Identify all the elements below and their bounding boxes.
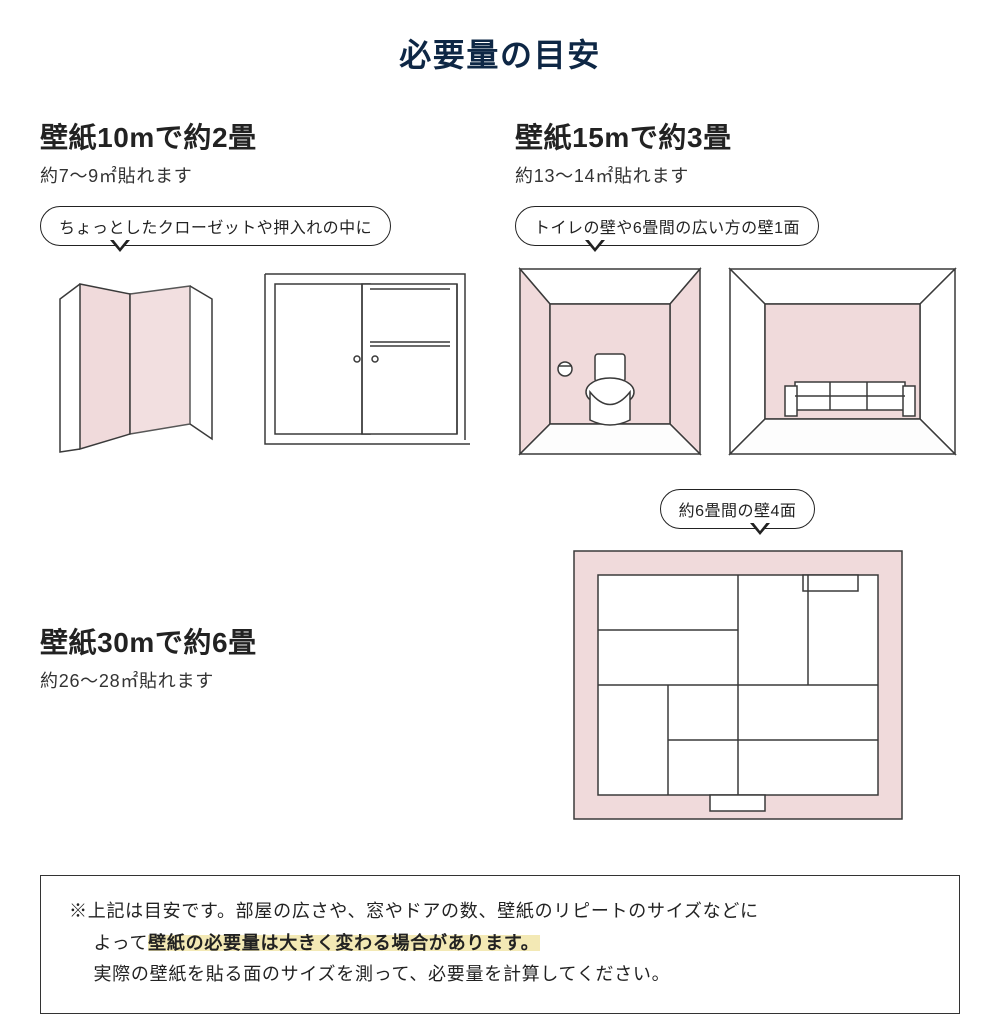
note-line-2a: よって [69, 933, 148, 953]
section-15m-sub: 約13～14㎡貼れます [515, 162, 960, 188]
note-line-1: ※上記は目安です。部屋の広さや、窓やドアの数、壁紙のリピートのサイズなどに [69, 896, 931, 928]
toilet-room-icon [515, 264, 705, 459]
section-30m-text: 壁紙30mで約6畳 約26～28㎡貼れます [40, 621, 485, 693]
floorplan-icon [568, 545, 908, 825]
bubble-30m-wrap: 約6畳間の壁4面 [660, 489, 816, 529]
bubble-10m-tail [110, 242, 124, 256]
note-line-2: よって壁紙の必要量は大きく変わる場合があります。 [69, 928, 931, 960]
illus-10m-row [40, 264, 485, 454]
closet-icon [40, 264, 230, 454]
section-10m-title: 壁紙10mで約2畳 [40, 116, 485, 156]
sliding-closet-icon [250, 264, 480, 454]
section-10m-sub: 約7～9㎡貼れます [40, 162, 485, 188]
bubble-30m-tail [750, 525, 764, 539]
note-box: ※上記は目安です。部屋の広さや、窓やドアの数、壁紙のリピートのサイズなどに よっ… [40, 875, 960, 1014]
bubble-10m: ちょっとしたクローゼットや押入れの中に [40, 206, 391, 246]
section-30m-illus: 約6畳間の壁4面 [515, 489, 960, 825]
page-title: 必要量の目安 [40, 30, 960, 76]
section-30m-sub: 約26～28㎡貼れます [40, 667, 485, 693]
section-15m: 壁紙15mで約3畳 約13～14㎡貼れます トイレの壁や6畳間の広い方の壁1面 [515, 116, 960, 459]
bubble-30m: 約6畳間の壁4面 [660, 489, 816, 529]
bubble-15m-tail [585, 242, 599, 256]
section-10m: 壁紙10mで約2畳 約7～9㎡貼れます ちょっとしたクローゼットや押入れの中に [40, 116, 485, 459]
illus-15m-row [515, 264, 960, 459]
bubble-15m-wrap: トイレの壁や6畳間の広い方の壁1面 [515, 206, 819, 246]
note-highlight: 壁紙の必要量は大きく変わる場合があります。 [148, 933, 539, 953]
bubble-15m: トイレの壁や6畳間の広い方の壁1面 [515, 206, 819, 246]
content-grid: 壁紙10mで約2畳 約7～9㎡貼れます ちょっとしたクローゼットや押入れの中に [40, 116, 960, 825]
section-30m-title: 壁紙30mで約6畳 [40, 621, 485, 661]
living-wall-icon [725, 264, 960, 459]
note-line-3: 実際の壁紙を貼る面のサイズを測って、必要量を計算してください。 [69, 959, 931, 991]
bubble-10m-wrap: ちょっとしたクローゼットや押入れの中に [40, 206, 391, 246]
section-15m-title: 壁紙15mで約3畳 [515, 116, 960, 156]
